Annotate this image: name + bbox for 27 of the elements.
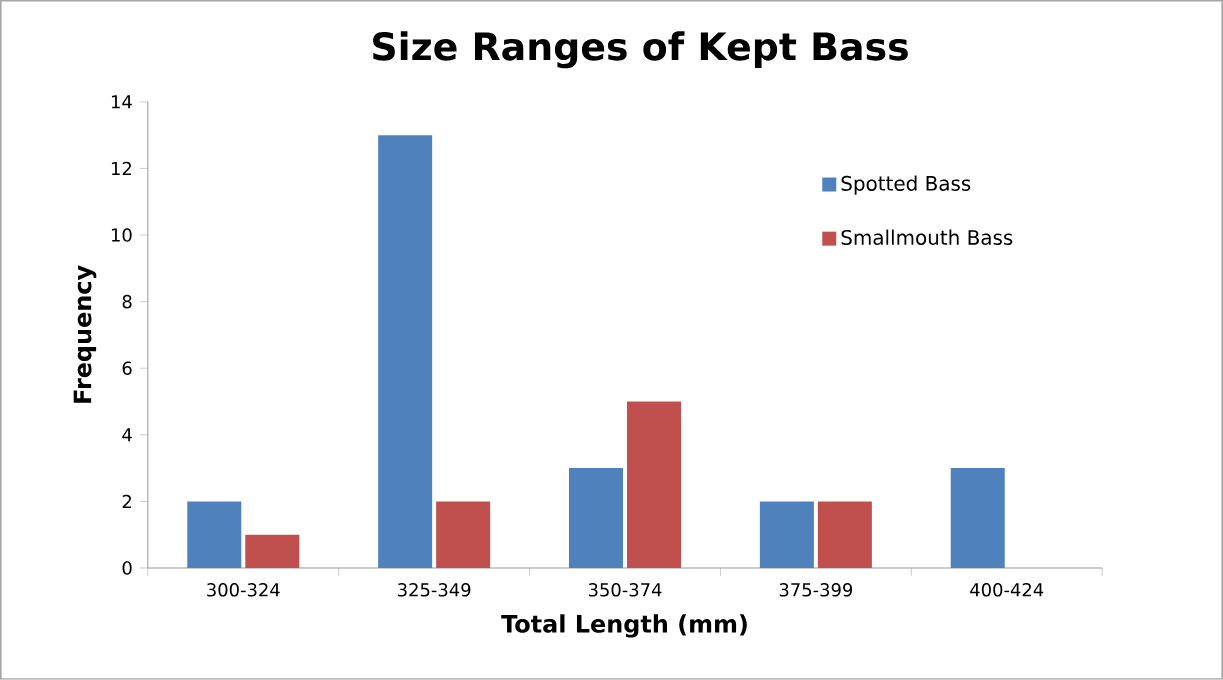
x-tick-label: 300-324 — [207, 583, 280, 597]
y-tick-label: 14 — [111, 95, 132, 109]
bar — [187, 501, 242, 569]
x-tick-label: 400-424 — [970, 583, 1044, 597]
chart-title: Size Ranges of Kept Bass — [373, 31, 908, 69]
bar — [627, 401, 682, 569]
y-tick-label: 4 — [122, 428, 132, 442]
y-tick-label: 12 — [111, 161, 132, 176]
legend-label: Spotted Bass — [841, 175, 971, 195]
bar — [436, 501, 491, 569]
bar — [759, 501, 814, 569]
y-axis-title: Frequency — [73, 265, 97, 403]
y-tick-label: 10 — [111, 228, 132, 242]
x-tick-label: 375-399 — [779, 583, 853, 597]
y-tick-label: 8 — [122, 294, 132, 309]
y-tick-label: 2 — [122, 494, 132, 509]
x-axis-title: Total Length (mm) — [501, 614, 747, 638]
y-tick-label: 0 — [122, 561, 132, 575]
bar — [569, 468, 624, 569]
bar — [378, 135, 433, 569]
x-tick-label: 350-374 — [588, 583, 662, 597]
legend-label: Smallmouth Bass — [841, 229, 1013, 246]
y-tick-label: 6 — [122, 361, 132, 376]
bar — [245, 534, 300, 569]
x-tick-label: 325-349 — [398, 583, 471, 597]
bar — [950, 468, 1005, 569]
bar — [817, 501, 872, 569]
